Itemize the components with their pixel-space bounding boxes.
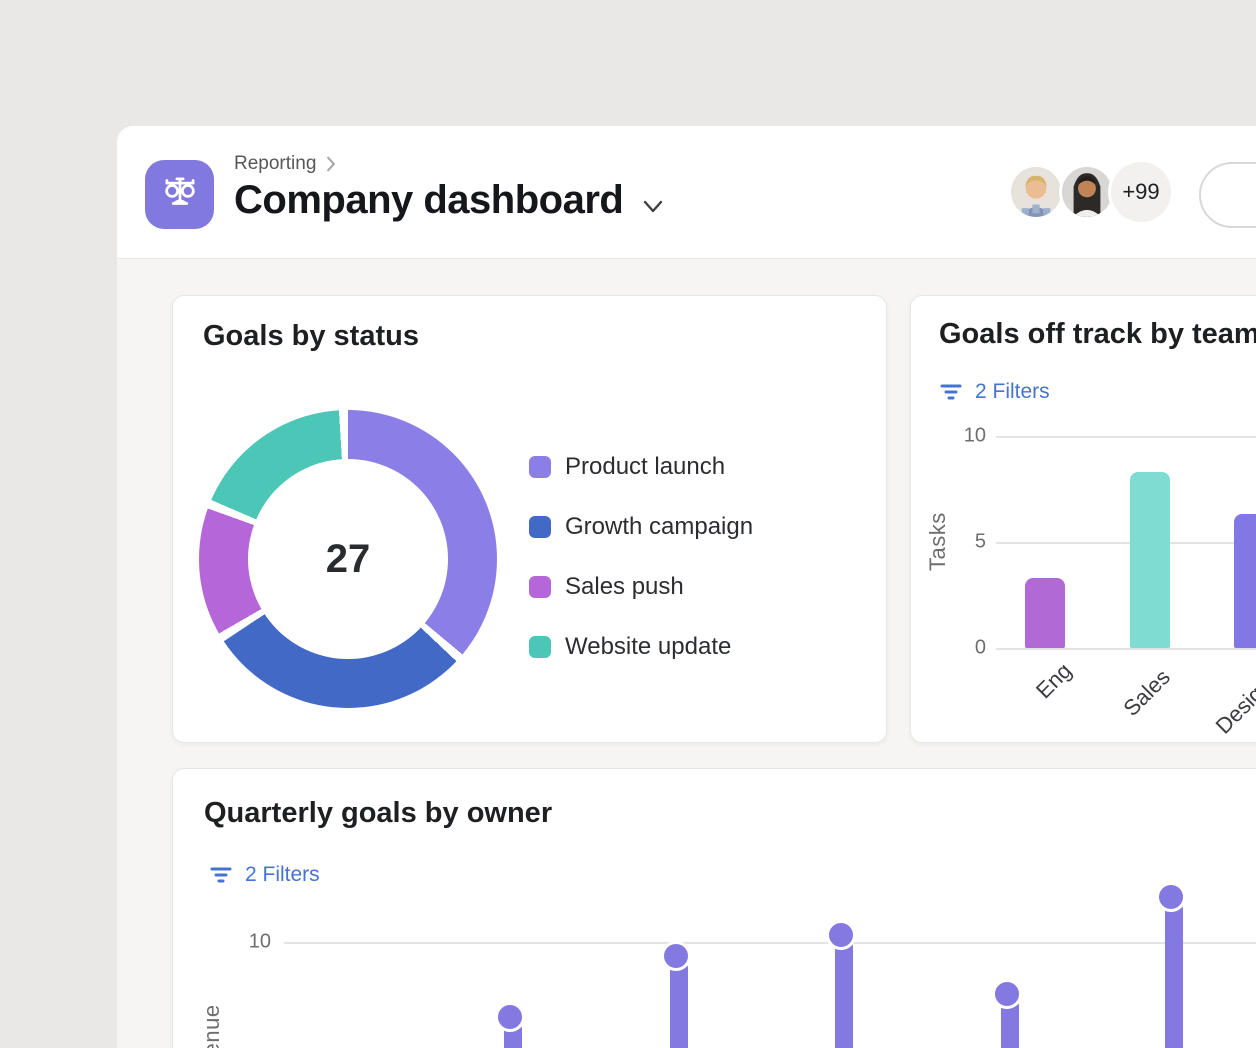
filters-link[interactable]: 2 Filters xyxy=(939,380,1050,404)
legend-item[interactable]: Product launch xyxy=(529,445,753,489)
lollipop-stem xyxy=(1001,997,1019,1048)
page-title-row[interactable]: Company dashboard xyxy=(234,178,667,223)
avatar[interactable] xyxy=(1059,164,1115,220)
lollipop-point[interactable] xyxy=(992,979,1022,1010)
card-title: Goals by status xyxy=(203,320,419,352)
legend-label: Growth campaign xyxy=(565,513,754,540)
y-tick: 5 xyxy=(974,530,986,553)
card-title: Quarterly goals by owner xyxy=(204,797,553,829)
header-action-button[interactable] xyxy=(1199,162,1256,228)
avatar-overflow-badge[interactable]: +99 xyxy=(1108,159,1174,225)
legend-swatch xyxy=(529,576,551,598)
lollipop-stem xyxy=(835,937,853,1048)
filters-link[interactable]: 2 Filters xyxy=(209,863,320,887)
y-axis-label: Revenue xyxy=(199,942,225,1048)
card-title: Goals off track by team xyxy=(939,318,1256,350)
lollipop-point[interactable] xyxy=(495,1002,525,1033)
x-tick-label: Design xyxy=(1210,672,1256,739)
donut-legend: Product launch Growth campaign Sales push W… xyxy=(529,445,753,685)
donut-chart[interactable] xyxy=(199,410,497,708)
gridline xyxy=(996,542,1256,544)
bar-eng[interactable] xyxy=(1025,578,1065,648)
filter-icon xyxy=(939,381,963,403)
bar-design[interactable] xyxy=(1234,514,1256,648)
legend-swatch xyxy=(529,636,551,658)
y-tick: 10 xyxy=(963,424,986,447)
lollipop-point[interactable] xyxy=(826,919,856,950)
lollipop-stem xyxy=(1165,899,1183,1048)
gridline xyxy=(996,436,1256,438)
card-goals-off-track: Goals off track by team 2 Filters 10 5 0… xyxy=(910,295,1256,743)
lollipop-stem xyxy=(670,958,688,1048)
legend-item[interactable]: Growth campaign xyxy=(529,505,753,549)
chevron-right-icon xyxy=(326,156,336,172)
avatar[interactable] xyxy=(1008,164,1064,220)
legend-swatch xyxy=(529,456,551,478)
card-goals-by-status: Goals by status 27 Product launch Growth … xyxy=(172,295,887,743)
chevron-down-icon[interactable] xyxy=(639,194,667,218)
y-tick: 0 xyxy=(974,636,986,659)
legend-item[interactable]: Sales push xyxy=(529,565,753,609)
legend-label: Product launch xyxy=(565,453,726,480)
lollipop-point[interactable] xyxy=(661,940,691,971)
gridline xyxy=(284,942,1256,944)
y-axis-label: Tasks xyxy=(925,512,950,572)
dashboard-icon-tile xyxy=(145,160,214,229)
filters-label: 2 Filters xyxy=(245,863,320,886)
legend-label: Sales push xyxy=(565,573,684,600)
breadcrumb[interactable]: Reporting xyxy=(234,153,336,175)
avatar-overflow-count: +99 xyxy=(1122,179,1160,204)
legend-swatch xyxy=(529,516,551,538)
page-title: Company dashboard xyxy=(234,178,624,222)
card-quarterly-goals: Quarterly goals by owner 2 Filters 10 Re… xyxy=(172,768,1256,1048)
balance-scale-icon xyxy=(159,171,201,218)
filter-icon xyxy=(209,864,233,886)
header: Reporting Company dashboard xyxy=(117,126,1256,259)
breadcrumb-label[interactable]: Reporting xyxy=(234,153,317,174)
lollipop-point[interactable] xyxy=(1156,881,1186,912)
x-tick-label: Sales xyxy=(1118,664,1175,721)
filters-label: 2 Filters xyxy=(975,380,1050,403)
bar-sales[interactable] xyxy=(1130,472,1170,648)
x-tick-label: Eng xyxy=(1030,657,1077,704)
legend-label: Website update xyxy=(565,633,732,660)
legend-item[interactable]: Website update xyxy=(529,625,753,669)
gridline xyxy=(996,648,1256,650)
y-tick: 10 xyxy=(248,930,271,953)
